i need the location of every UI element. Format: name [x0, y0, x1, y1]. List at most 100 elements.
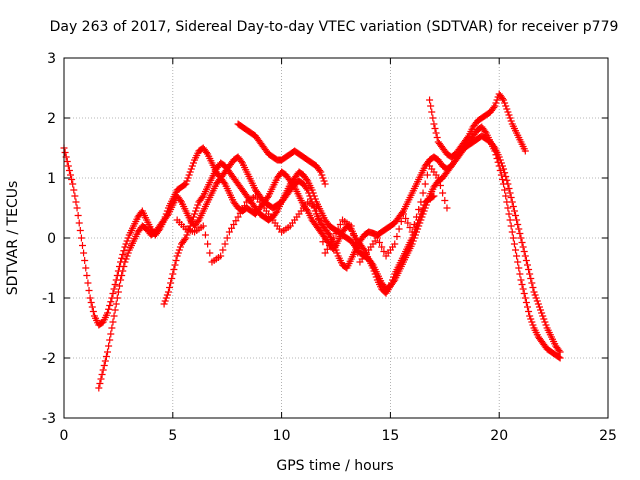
data-point	[121, 258, 129, 266]
data-point	[516, 270, 524, 278]
data-point	[505, 210, 513, 218]
data-point	[74, 212, 82, 219]
data-point	[120, 263, 128, 270]
data-point	[189, 213, 197, 221]
data-point	[236, 209, 244, 217]
data-point	[237, 158, 245, 165]
data-point	[188, 162, 196, 170]
data-point	[64, 162, 72, 170]
data-point	[423, 171, 431, 179]
data-point	[160, 300, 168, 308]
data-point	[542, 321, 550, 329]
data-point	[78, 242, 86, 249]
data-point	[303, 176, 311, 183]
data-point	[506, 189, 514, 197]
data-point	[203, 149, 211, 156]
data-point	[331, 243, 339, 251]
data-point	[176, 243, 184, 251]
data-point	[495, 153, 503, 161]
data-point	[503, 105, 511, 113]
data-point	[492, 99, 500, 107]
data-point	[376, 239, 384, 246]
data-point	[303, 206, 311, 213]
series-arc5	[426, 90, 529, 161]
data-point	[63, 158, 71, 165]
data-point	[118, 254, 126, 262]
data-point	[323, 245, 331, 253]
data-point	[540, 315, 548, 323]
data-point	[325, 242, 333, 249]
data-point	[336, 221, 344, 228]
x-axis-label: GPS time / hours	[276, 458, 393, 474]
data-point	[68, 176, 76, 183]
data-point	[86, 294, 94, 302]
data-point	[496, 156, 504, 164]
data-point	[391, 240, 399, 248]
data-point	[531, 291, 539, 299]
data-point	[505, 185, 513, 192]
data-point	[417, 198, 425, 206]
data-point	[123, 237, 131, 245]
data-point	[316, 167, 324, 174]
data-point	[443, 204, 451, 212]
data-point	[434, 174, 442, 182]
data-point	[65, 167, 73, 174]
data-point	[81, 257, 89, 264]
data-point	[189, 159, 197, 167]
x-tick-label: 5	[168, 428, 177, 444]
data-point	[359, 245, 367, 252]
data-point	[432, 129, 440, 137]
data-point	[221, 240, 229, 248]
data-point	[311, 195, 319, 203]
data-point	[556, 348, 564, 356]
data-point	[504, 204, 512, 212]
data-point	[501, 169, 509, 177]
data-point	[510, 240, 518, 248]
data-point	[188, 216, 196, 224]
data-point	[520, 290, 528, 297]
data-point	[522, 299, 530, 306]
data-point	[501, 99, 509, 107]
data-point	[95, 384, 103, 392]
y-tick-label: 2	[47, 111, 56, 127]
grid-lines	[64, 58, 608, 418]
data-point	[417, 216, 425, 224]
data-point	[426, 96, 434, 104]
data-point	[108, 324, 116, 332]
data-point	[70, 186, 78, 194]
data-point	[77, 234, 85, 242]
data-point	[503, 176, 511, 184]
data-point	[183, 177, 191, 185]
data-point	[104, 309, 112, 317]
data-point	[119, 267, 127, 275]
data-point	[349, 231, 357, 239]
data-point	[395, 225, 403, 233]
data-point	[421, 204, 429, 212]
data-point	[122, 255, 130, 263]
data-point	[415, 206, 423, 213]
data-point	[332, 246, 340, 254]
data-point	[107, 298, 115, 306]
data-point	[506, 216, 514, 224]
data-point	[319, 238, 327, 246]
data-point	[513, 216, 521, 224]
data-point	[117, 276, 125, 284]
data-point	[512, 212, 520, 219]
data-point	[110, 285, 118, 293]
data-point	[521, 252, 529, 260]
data-point	[398, 209, 406, 216]
data-point	[538, 309, 546, 317]
data-point	[527, 315, 535, 323]
data-point	[397, 218, 405, 225]
data-point	[514, 258, 522, 266]
data-point	[508, 198, 516, 206]
data-point	[528, 318, 536, 326]
data-point	[521, 294, 529, 302]
data-point	[115, 282, 123, 290]
data-point	[169, 270, 177, 278]
data-point	[72, 198, 80, 206]
data-point	[380, 248, 388, 255]
data-point	[83, 272, 91, 279]
data-point	[106, 302, 114, 309]
data-point	[124, 249, 132, 257]
